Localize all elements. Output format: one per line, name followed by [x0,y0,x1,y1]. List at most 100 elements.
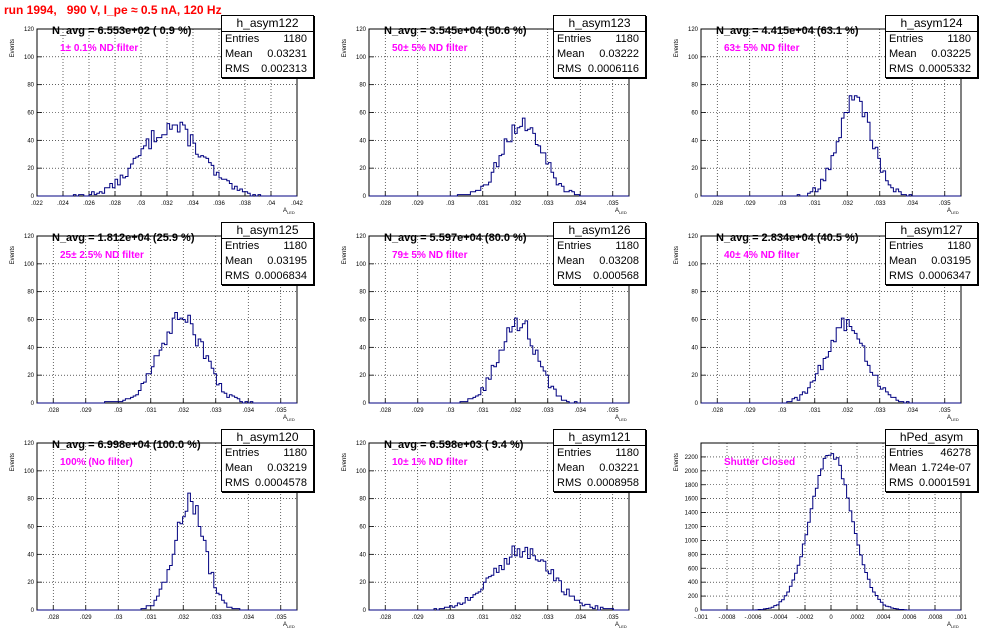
x-tick-label: .032 [177,615,189,621]
histogram-panel-h_asym125: .028 .029 .03 .031 .032 .033 .034 .035 0 20 40 60 80… [0,222,332,429]
x-axis-label: ALED [283,208,295,215]
y-tick-label: 0 [363,194,367,200]
y-tick-label: 20 [359,166,366,172]
stats-value: 1180 [947,33,971,45]
stats-row-rms: RMS 0.0006834 [222,269,313,284]
filter-annotation: 63± 5% ND filter [724,43,800,54]
x-tick-label: .032 [161,201,173,207]
x-tick-label: .03 [446,615,455,621]
histogram-panel-h_asym126: .028 .029 .03 .031 .032 .033 .034 .035 0 20 40 60 80… [332,222,664,429]
y-tick-label: 80 [691,290,698,296]
stats-value: 46278 [940,447,971,459]
stats-value: 0.0001591 [919,477,971,489]
stats-label: Entries [557,33,592,45]
stats-label: RMS [225,270,250,282]
stats-title: h_asym125 [222,223,313,239]
histogram-svg: .028 .029 .03 .031 .032 .033 .034 .035 0 20 40 60 80… [342,234,630,422]
x-tick-label: .0004 [875,615,891,621]
stats-box: h_asym121 Entries 1180 Mean 0.03221 RMS 0.0008… [553,429,646,492]
x-tick-label: .034 [574,615,586,621]
y-tick-label: 2200 [685,455,699,461]
x-tick-label: .031 [477,201,489,207]
y-tick-label: 0 [31,401,35,407]
stats-box: h_asym123 Entries 1180 Mean 0.03222 RMS 0.0006… [553,15,646,78]
stats-row-mean: Mean 0.03222 [554,47,645,62]
stats-row-mean: Mean 0.03221 [554,461,645,476]
x-axis-label: ALED [947,415,959,422]
y-tick-label: 120 [24,234,35,240]
filter-annotation: Shutter Closed [724,457,796,468]
x-tick-label: .031 [145,615,157,621]
x-tick-label: .0008 [927,615,943,621]
y-axis-label: Events [342,453,348,471]
stats-row-rms: RMS 0.000568 [554,269,645,284]
y-tick-label: 120 [24,441,35,447]
x-tick-label: .034 [574,408,586,414]
x-axis-label: ALED [615,622,627,629]
stats-row-entries: Entries 1180 [886,239,977,254]
x-tick-label: .033 [542,408,554,414]
histogram-panel-h_asym122: .022 .024 .026 .028 .03 .032 .034 .036 .038 .04 .0… [0,15,332,222]
x-tick-label: .03 [446,408,455,414]
histogram-panel-h_asym123: .028 .029 .03 .031 .032 .033 .034 .035 0 20 40 60 80… [332,15,664,222]
filter-annotation: 79± 5% ND filter [392,250,468,261]
y-tick-label: 100 [24,55,35,61]
stats-value: 1180 [283,240,307,252]
y-tick-label: 40 [27,345,34,351]
page-title: run 1994, 990 V, I_pe ≈ 0.5 nA, 120 Hz [4,3,222,17]
navg-label: N_avg = 4.415e+04 (63.1 %) [716,25,859,37]
y-tick-label: 100 [356,55,367,61]
y-tick-label: 20 [27,580,34,586]
x-tick-label: .032 [841,201,853,207]
stats-row-entries: Entries 1180 [886,32,977,47]
stats-row-entries: Entries 46278 [886,446,977,461]
histogram-panel-h_asym124: .028 .029 .03 .031 .032 .033 .034 .035 0 20 40 60 80… [664,15,996,222]
y-tick-label: 0 [363,401,367,407]
x-tick-label: -.0002 [796,615,814,621]
y-tick-label: 20 [359,373,366,379]
y-axis-label: Events [674,453,680,471]
y-tick-label: 120 [356,441,367,447]
y-tick-label: 40 [359,138,366,144]
stats-box: h_asym125 Entries 1180 Mean 0.03195 RMS 0.0006… [221,222,314,285]
stats-row-entries: Entries 1180 [222,32,313,47]
y-tick-label: 120 [688,27,699,33]
stats-value: 0.03222 [599,48,639,60]
stats-value: 0.000568 [593,270,639,282]
stats-row-entries: Entries 1180 [554,32,645,47]
stats-label: Mean [225,255,253,267]
x-tick-label: .033 [542,615,554,621]
stats-value: 0.0006834 [255,270,307,282]
y-tick-label: 20 [359,580,366,586]
stats-value: 0.0006116 [587,63,639,75]
y-tick-label: 40 [359,552,366,558]
y-tick-label: 60 [359,318,366,324]
histogram-panel-hPed_asym: -.001 -.0008 -.0006 -.0004 -.0002 0 .0002 .0004… [664,429,996,636]
stats-title: h_asym127 [886,223,977,239]
x-tick-label: .028 [379,201,391,207]
filter-annotation: 1± 0.1% ND filter [60,43,139,54]
y-tick-label: 60 [27,111,34,117]
navg-label: N_avg = 1.812e+04 (25.9 %) [52,232,195,244]
stats-box: h_asym122 Entries 1180 Mean 0.03231 RMS 0.0023… [221,15,314,78]
filter-annotation: 40± 4% ND filter [724,250,800,261]
y-tick-label: 0 [695,401,699,407]
x-tick-label: .03 [778,201,787,207]
stats-title: h_asym124 [886,16,977,32]
x-tick-label: 0 [829,615,833,621]
stats-label: RMS [889,270,914,282]
stats-value: 1180 [615,447,639,459]
y-tick-label: 80 [27,290,34,296]
stats-row-rms: RMS 0.0001591 [886,476,977,491]
stats-row-entries: Entries 1180 [222,446,313,461]
x-tick-label: .034 [906,201,918,207]
histogram-svg: .028 .029 .03 .031 .032 .033 .034 .035 0 20 40 60 80… [10,441,298,629]
y-tick-label: 100 [24,469,35,475]
stats-row-rms: RMS 0.002313 [222,62,313,77]
histogram-line [369,317,629,404]
stats-row-rms: RMS 0.0005332 [886,62,977,77]
histogram-line [37,121,297,197]
y-axis-label: Events [674,246,680,264]
x-tick-label: .042 [291,201,303,207]
y-tick-label: 20 [27,373,34,379]
